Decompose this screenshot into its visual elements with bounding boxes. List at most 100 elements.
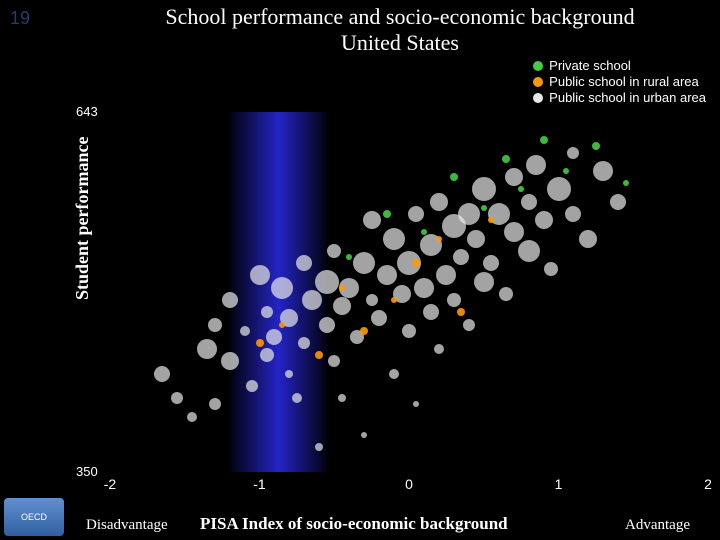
data-point: [540, 136, 548, 144]
data-point: [346, 254, 352, 260]
data-point: [526, 155, 546, 175]
data-point: [319, 317, 335, 333]
data-point: [361, 432, 367, 438]
data-point: [279, 322, 285, 328]
data-point: [504, 222, 524, 242]
data-point: [302, 290, 322, 310]
data-point: [315, 270, 339, 294]
data-point: [333, 297, 351, 315]
data-point: [315, 351, 323, 359]
sidebar-location: Austin, 30 July 2012: [0, 215, 1, 314]
data-point: [413, 401, 419, 407]
legend-label: Public school in urban area: [549, 90, 706, 105]
legend-item: Public school in rural area: [533, 74, 706, 89]
data-point: [360, 327, 368, 335]
data-point: [315, 443, 323, 451]
x-tick: 0: [405, 476, 413, 492]
x-tick: -1: [253, 476, 265, 492]
sidebar-prog2: International Student Assessment: [0, 316, 1, 480]
data-point: [209, 398, 221, 410]
data-point: [565, 206, 581, 222]
data-point: [457, 308, 465, 316]
data-point: [208, 318, 222, 332]
data-point: [458, 203, 480, 225]
y-tick: 643: [76, 104, 98, 119]
data-point: [567, 147, 579, 159]
legend-item: Public school in urban area: [533, 90, 706, 105]
data-point: [187, 412, 197, 422]
x-tick: 2: [704, 476, 712, 492]
x-tick: -2: [104, 476, 116, 492]
data-point: [260, 348, 274, 362]
data-point: [296, 255, 312, 271]
data-point: [488, 217, 494, 223]
legend-label: Public school in rural area: [549, 74, 699, 89]
data-point: [327, 244, 341, 258]
data-point: [408, 206, 424, 222]
data-point: [518, 240, 540, 262]
y-tick: 350: [76, 464, 98, 479]
data-point: [463, 319, 475, 331]
x-tick: 1: [555, 476, 563, 492]
oecd-logo: OECD: [4, 498, 64, 536]
legend-item: Private school: [533, 58, 706, 73]
data-point: [518, 186, 524, 192]
data-point: [339, 285, 345, 291]
y-axis-label: Student performance: [72, 137, 93, 300]
sidebar-metadata: PISA Strong performers and successful re…: [0, 60, 2, 480]
data-point: [474, 272, 494, 292]
data-point: [391, 297, 397, 303]
data-point: [472, 177, 496, 201]
data-point: [383, 228, 405, 250]
data-point: [266, 329, 282, 345]
data-point: [197, 339, 217, 359]
title-line2: United States: [341, 30, 459, 55]
x-left-label: Disadvantage: [86, 517, 168, 534]
data-point: [221, 352, 239, 370]
data-point: [547, 177, 571, 201]
data-point: [389, 369, 399, 379]
data-point: [366, 294, 378, 306]
data-point: [436, 236, 442, 242]
data-point: [502, 155, 510, 163]
data-point: [377, 265, 397, 285]
data-point: [563, 168, 569, 174]
slide-number: 19: [10, 8, 30, 29]
data-point: [246, 380, 258, 392]
data-point: [623, 180, 629, 186]
data-point: [371, 310, 387, 326]
data-point: [481, 205, 487, 211]
legend-label: Private school: [549, 58, 631, 73]
data-point: [423, 304, 439, 320]
data-point: [171, 392, 183, 404]
chart-title: School performance and socio-economic ba…: [90, 4, 710, 57]
data-point: [414, 278, 434, 298]
x-right-label: Advantage: [625, 517, 690, 534]
x-axis-label: PISA Index of socio-economic background: [200, 514, 508, 534]
data-point: [261, 306, 273, 318]
legend-dot-icon: [533, 77, 543, 87]
data-point: [450, 173, 458, 181]
data-point: [505, 168, 523, 186]
data-point: [383, 210, 391, 218]
scatter-chart: 350643-2-1012: [110, 112, 708, 472]
data-point: [412, 259, 420, 267]
data-point: [436, 265, 456, 285]
data-point: [154, 366, 170, 382]
data-point: [353, 252, 375, 274]
data-point: [453, 249, 469, 265]
data-point: [285, 370, 293, 378]
legend-dot-icon: [533, 61, 543, 71]
data-point: [592, 142, 600, 150]
data-point: [434, 344, 444, 354]
data-point: [447, 293, 461, 307]
data-point: [467, 230, 485, 248]
data-point: [338, 394, 346, 402]
data-point: [292, 393, 302, 403]
data-point: [298, 337, 310, 349]
legend-dot-icon: [533, 93, 543, 103]
data-point: [521, 194, 537, 210]
data-point: [483, 255, 499, 271]
data-point: [363, 211, 381, 229]
data-point: [402, 324, 416, 338]
